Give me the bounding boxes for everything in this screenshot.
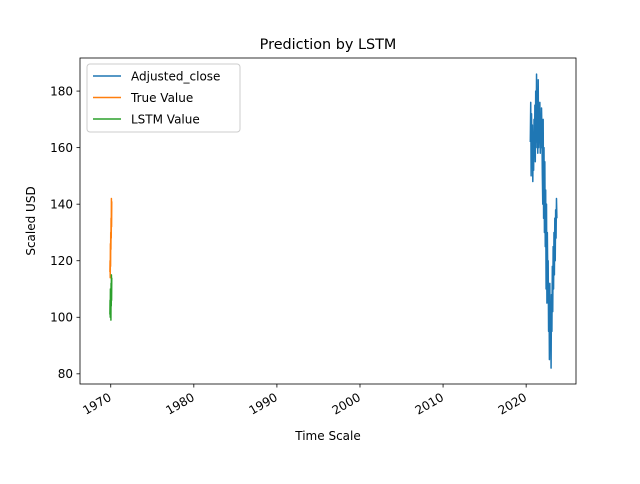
legend-label: True Value: [130, 91, 193, 105]
y-axis: 80 100 120 140 160 180: [50, 84, 80, 381]
axes-frame: [79, 57, 577, 385]
y-tick-label: 140: [50, 197, 73, 211]
legend-box: [86, 63, 241, 133]
series-line-0: [529, 73, 558, 369]
y-tick-label: 80: [58, 367, 73, 381]
y-tick-label: 160: [50, 141, 73, 155]
series-line-2: [109, 274, 113, 321]
plot-lines: [109, 73, 558, 369]
legend-label: LSTM Value: [131, 113, 200, 127]
chart-title: Prediction by LSTM: [260, 37, 397, 53]
legend-label: Adjusted_close: [131, 70, 220, 84]
y-axis-label: Scaled USD: [24, 186, 38, 255]
legend: Adjusted_close True Value LSTM Value: [86, 63, 241, 133]
x-axis-label: Time Scale: [294, 429, 360, 443]
y-tick-label: 180: [50, 84, 73, 98]
y-tick-label: 120: [50, 254, 73, 268]
series-line-1: [109, 197, 113, 279]
y-tick-label: 100: [50, 311, 73, 325]
